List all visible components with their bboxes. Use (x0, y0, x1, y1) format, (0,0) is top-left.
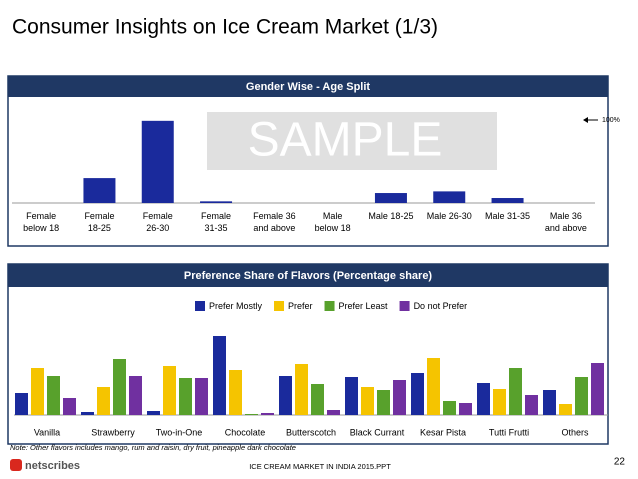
bar (491, 198, 524, 203)
bar (377, 390, 390, 415)
bar (459, 403, 472, 415)
bar (433, 191, 466, 203)
page-number: 22 (614, 457, 626, 468)
reference-label: 100% (602, 117, 620, 124)
watermark-box (207, 112, 497, 170)
x-tick-label: Butterscotch (286, 427, 336, 437)
bar (179, 378, 192, 415)
bar (345, 377, 358, 415)
x-tick-label: Female below 18 (23, 211, 59, 233)
bar (15, 393, 28, 415)
x-tick-label: Tutti Frutti (489, 427, 529, 437)
legend-swatch (399, 301, 410, 311)
bar (47, 376, 60, 415)
bar (591, 363, 604, 415)
panel-header (8, 76, 608, 97)
bar (327, 410, 340, 415)
x-tick-label: Female 36 and above (253, 211, 296, 233)
bar (493, 389, 506, 415)
bar (279, 376, 292, 415)
bar (147, 411, 160, 415)
logo: netscribes (25, 460, 80, 472)
legend-label: Prefer Least (339, 301, 389, 311)
bar (200, 201, 233, 203)
x-tick-label: Male 31-35 (485, 211, 530, 221)
bar (213, 336, 226, 415)
x-tick-label: Kesar Pista (420, 427, 466, 437)
bar (295, 364, 308, 415)
bar (81, 412, 94, 415)
x-tick-label: Chocolate (225, 427, 266, 437)
bar (31, 368, 44, 415)
panel-header (8, 264, 608, 287)
bar (83, 178, 116, 203)
bar (163, 366, 176, 415)
bar (393, 380, 406, 415)
x-tick-label: Two-in-One (156, 427, 203, 437)
bar (575, 377, 588, 415)
x-tick-label: Strawberry (91, 427, 135, 437)
x-tick-label: Male 26-30 (427, 211, 472, 221)
bar (195, 378, 208, 415)
chart-title: Preference Share of Flavors (Percentage … (184, 270, 433, 282)
bar (525, 395, 538, 415)
x-tick-label: Black Currant (350, 427, 405, 437)
bar (543, 390, 556, 415)
legend-label: Do not Prefer (414, 301, 468, 311)
bar (559, 404, 572, 415)
bar (361, 387, 374, 415)
x-tick-label: Male below 18 (315, 211, 351, 233)
legend-label: Prefer Mostly (209, 301, 263, 311)
bar (141, 120, 174, 203)
bar (113, 359, 126, 415)
bar (427, 358, 440, 415)
bar (509, 368, 522, 415)
bar (443, 401, 456, 415)
note: Note: Other flavors includes mango, rum … (10, 443, 296, 452)
bar (229, 370, 242, 415)
x-tick-label: Female 31-35 (201, 211, 231, 233)
x-tick-label: Others (561, 427, 589, 437)
legend-swatch (324, 301, 335, 311)
legend-swatch (195, 301, 205, 311)
slide-title: Consumer Insights on Ice Cream Market (1… (12, 16, 438, 39)
logo-icon (10, 459, 22, 471)
bar (97, 387, 110, 415)
legend-swatch (274, 301, 285, 311)
bar (374, 193, 407, 203)
bar (245, 414, 258, 415)
arrow-head (583, 117, 588, 123)
chart-title: Gender Wise - Age Split (246, 81, 371, 93)
x-tick-label: Male 36 and above (545, 211, 587, 233)
watermark: SAMPLE (248, 114, 443, 167)
bar (129, 376, 142, 415)
legend-label: Prefer (288, 301, 313, 311)
bar (411, 373, 424, 415)
bar (261, 413, 274, 415)
panel (7, 263, 609, 445)
x-tick-label: Vanilla (34, 427, 60, 437)
bar (311, 384, 324, 415)
x-tick-label: Male 18-25 (368, 211, 413, 221)
bar (477, 383, 490, 415)
footer: ICE CREAM MARKET IN INDIA 2015.PPT (249, 462, 391, 471)
x-tick-label: Female 18-25 (84, 211, 114, 233)
x-tick-label: Female 26-30 (143, 211, 173, 233)
bar (63, 398, 76, 415)
